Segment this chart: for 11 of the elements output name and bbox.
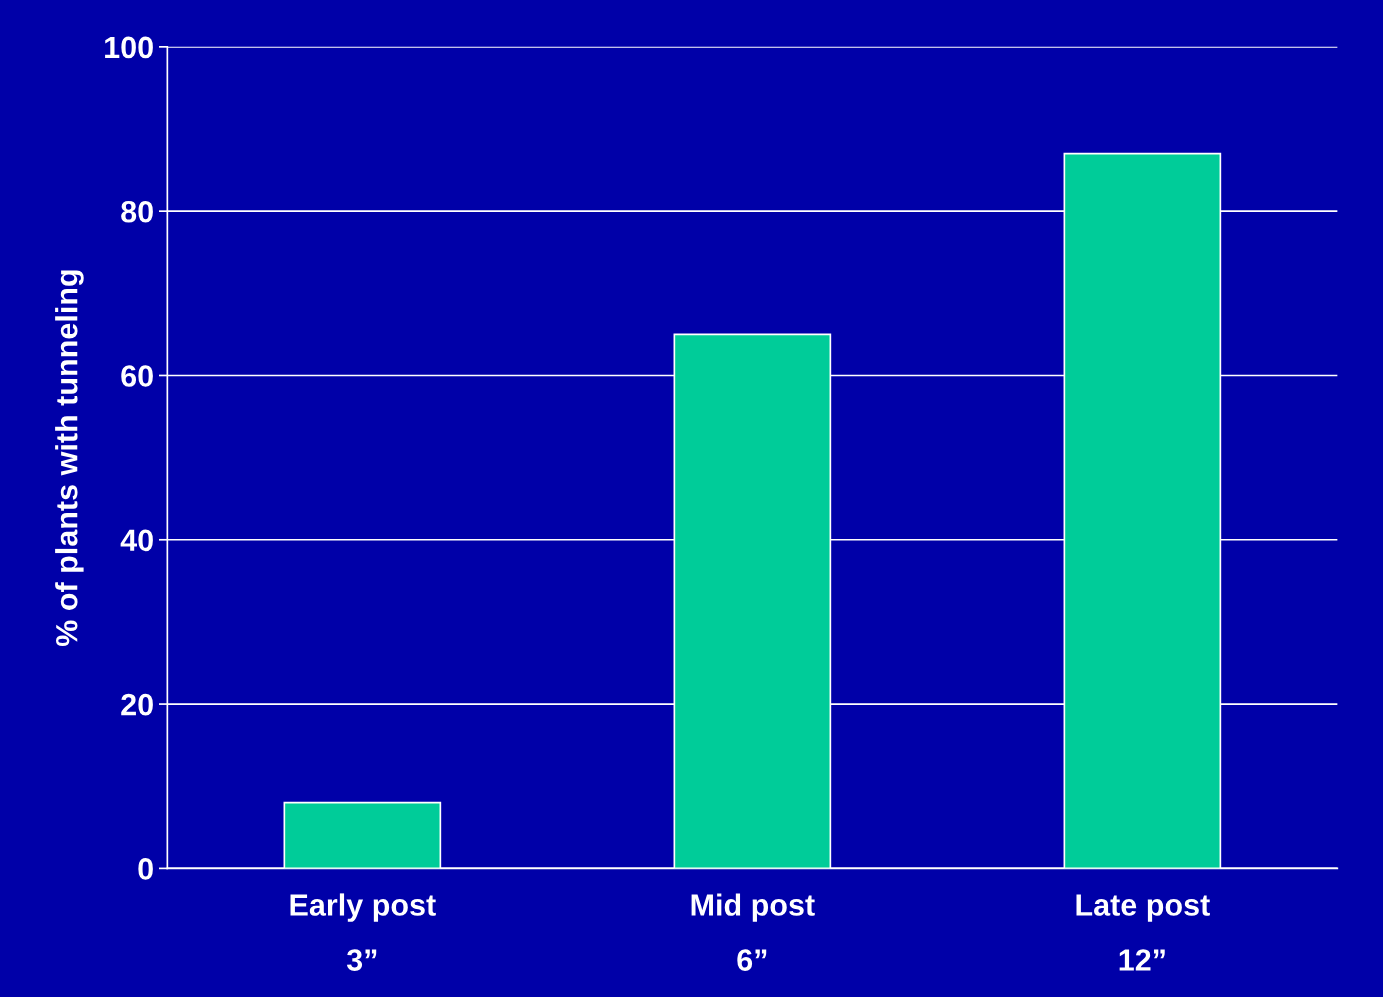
x-tick-label: Late post 12”: [1076, 894, 1210, 971]
x-tick-label: Mid post 6”: [691, 893, 815, 971]
y-tick-label: 100: [105, 36, 153, 59]
y-tick-label: 0: [138, 858, 153, 880]
bar: [283, 801, 442, 869]
y-tick-label: 60: [121, 365, 153, 387]
y-axis-title: % of plants with tunneling: [55, 270, 84, 647]
y-tick-label: 20: [121, 693, 153, 716]
y-tick-label: 40: [120, 529, 153, 552]
y-tick-label: 80: [121, 200, 153, 223]
x-tick-label: Early post 3”: [290, 893, 436, 971]
